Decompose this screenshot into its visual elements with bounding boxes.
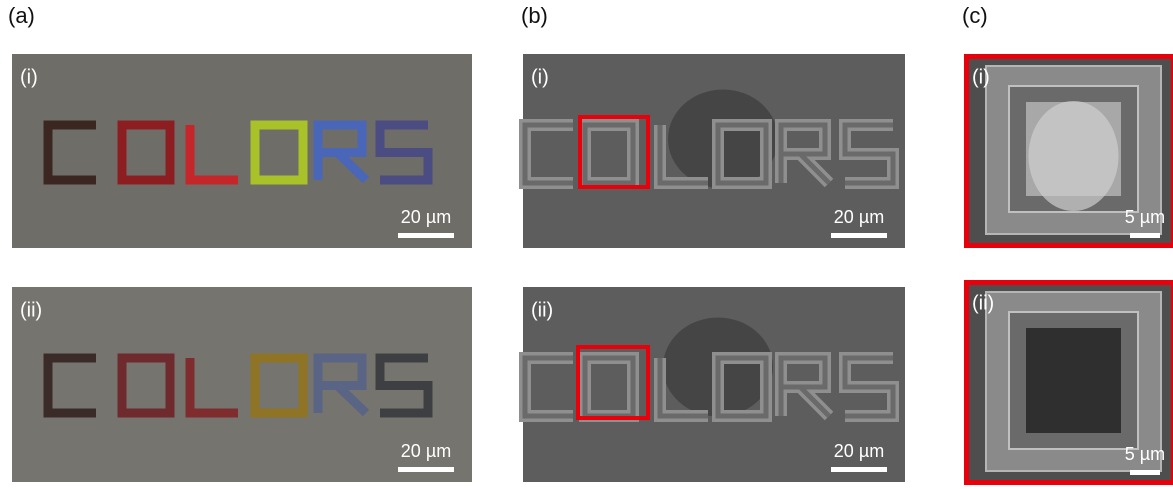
- scale-bar: [398, 233, 454, 238]
- sub-label: (i): [972, 66, 990, 88]
- sub-label: (i): [20, 66, 38, 88]
- scale-bar: [831, 233, 887, 238]
- glow: [1029, 101, 1119, 211]
- scale-bar: [398, 467, 454, 472]
- scale-bar: [1130, 233, 1160, 238]
- micrograph: (ii) 5 µm: [964, 280, 1173, 485]
- micrograph: (ii) 20 µm: [12, 287, 472, 482]
- scale-bar-label: 5 µm: [1125, 207, 1165, 227]
- sub-label: (i): [531, 66, 549, 88]
- micrograph: (ii) 20 µm: [523, 287, 905, 482]
- micrograph: (i) 20 µm: [523, 54, 905, 248]
- scale-bar: [1130, 470, 1160, 475]
- sub-label: (ii): [531, 299, 553, 321]
- panel-label: (b): [521, 3, 548, 28]
- sub-label: (ii): [972, 292, 994, 314]
- micrograph: (i) 5 µm: [964, 54, 1173, 248]
- page: {"panels": [ {"label": "(a)", "images": …: [0, 0, 1173, 489]
- scale-bar: [831, 467, 887, 472]
- scale-bar-label: 20 µm: [401, 441, 451, 461]
- scale-bar-label: 5 µm: [1125, 444, 1165, 464]
- micrograph: (i) 20 µm: [12, 54, 472, 248]
- panel-label: (c): [962, 3, 988, 28]
- panel-label: (a): [8, 3, 35, 28]
- figure: (a) (b) (c) (i)20 µm(ii)20 µm(i)20 µm(ii…: [0, 0, 1173, 489]
- scale-bar-label: 20 µm: [834, 441, 884, 461]
- scale-bar-label: 20 µm: [834, 207, 884, 227]
- center: [1026, 328, 1121, 433]
- sub-label: (ii): [20, 299, 42, 321]
- scale-bar-label: 20 µm: [401, 207, 451, 227]
